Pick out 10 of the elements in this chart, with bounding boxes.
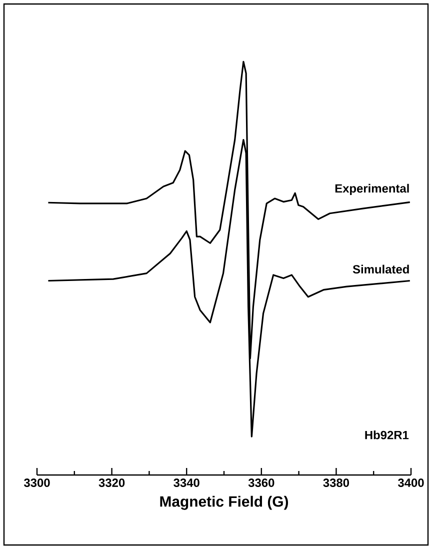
x-tick-label: 3380 (323, 478, 350, 488)
x-tick-label: 3320 (98, 478, 125, 488)
annotation: Hb92R1 (365, 430, 409, 440)
series-label: Experimental (335, 184, 409, 196)
x-tick-label: 3400 (398, 478, 424, 488)
x-tick-label: 3340 (174, 478, 200, 488)
series-label: Simulated (352, 264, 409, 274)
x-tick-label: 3300 (24, 478, 50, 488)
x-tick-label: 3360 (248, 478, 274, 488)
x-axis-title: Magnetic Field (G) (160, 496, 288, 510)
